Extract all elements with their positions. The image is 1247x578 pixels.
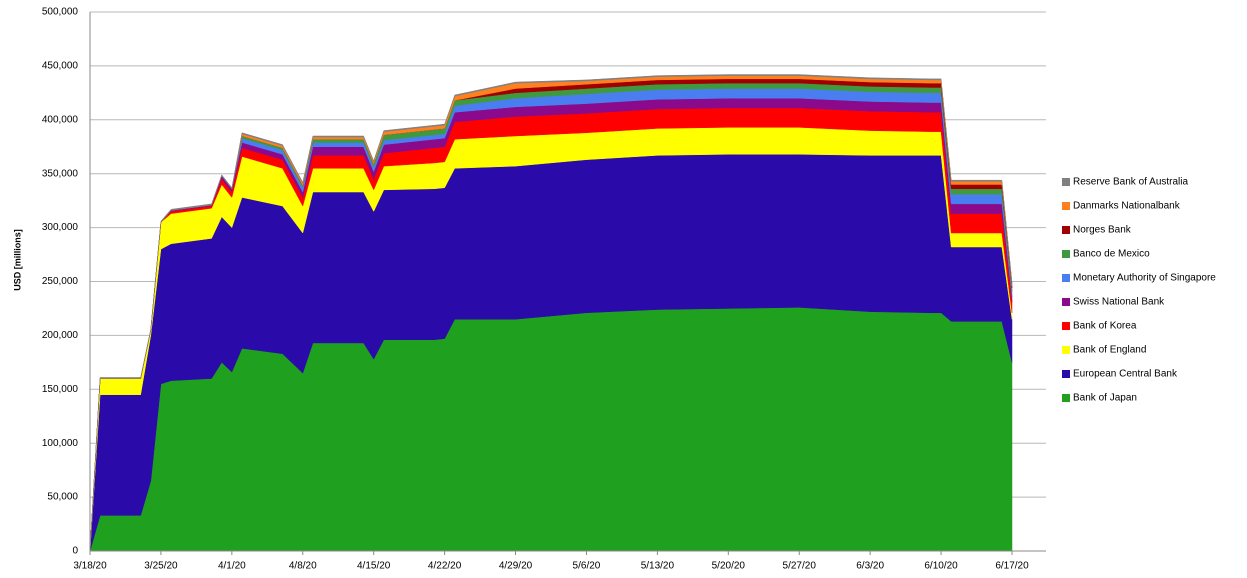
legend-label: Monetary Authority of Singapore [1073,273,1216,284]
area [89,74,1013,552]
legend-swatch [1062,394,1070,402]
legend-label: Reserve Bank of Australia [1073,177,1188,188]
y-tick-label: 350,000 [42,168,79,179]
legend-label: European Central Bank [1073,369,1178,380]
legend-swatch [1062,202,1070,210]
legend-label: Bank of Korea [1073,321,1137,332]
legend-swatch [1062,322,1070,330]
x-tick-label: 5/27/20 [783,561,817,572]
y-tick-label: 450,000 [42,61,79,72]
y-tick-label: 400,000 [42,114,79,125]
y-tick-label: 300,000 [42,222,79,233]
legend-label: Swiss National Bank [1073,297,1165,308]
y-tick-label: 50,000 [47,492,78,503]
x-tick-label: 5/13/20 [641,561,675,572]
legend-label: Banco de Mexico [1073,249,1150,260]
x-tick-label: 4/22/20 [428,561,462,572]
x-tick-label: 3/25/20 [144,561,178,572]
x-tick-label: 6/3/20 [856,561,884,572]
x-tick-label: 5/6/20 [573,561,601,572]
x-tick-label: 4/8/20 [289,561,317,572]
x-tick-label: 4/29/20 [499,561,533,572]
legend-swatch [1062,274,1070,282]
y-tick-label: 100,000 [42,438,79,449]
legend-swatch [1062,226,1070,234]
y-tick-label: 0 [72,546,78,557]
legend-swatch [1062,250,1070,258]
legend-swatch [1062,346,1070,354]
legend-swatch [1062,178,1070,186]
legend-label: Danmarks Nationalbank [1073,201,1181,212]
legend-label: Norges Bank [1073,225,1132,236]
y-axis-label: USD [millions] [12,229,22,291]
x-tick-label: 6/17/20 [995,561,1029,572]
x-tick-label: 6/10/20 [924,561,958,572]
y-tick-label: 150,000 [42,384,79,395]
y-tick-label: 250,000 [42,276,79,287]
y-tick-label: 200,000 [42,330,79,341]
x-tick-label: 3/18/20 [73,561,107,572]
y-tick-label: 500,000 [42,7,79,18]
legend-label: Bank of England [1073,345,1146,356]
x-tick-label: 4/1/20 [218,561,246,572]
x-tick-label: 5/20/20 [712,561,746,572]
legend-swatch [1062,370,1070,378]
legend-label: Bank of Japan [1073,393,1137,404]
x-tick-label: 4/15/20 [357,561,391,572]
legend-swatch [1062,298,1070,306]
